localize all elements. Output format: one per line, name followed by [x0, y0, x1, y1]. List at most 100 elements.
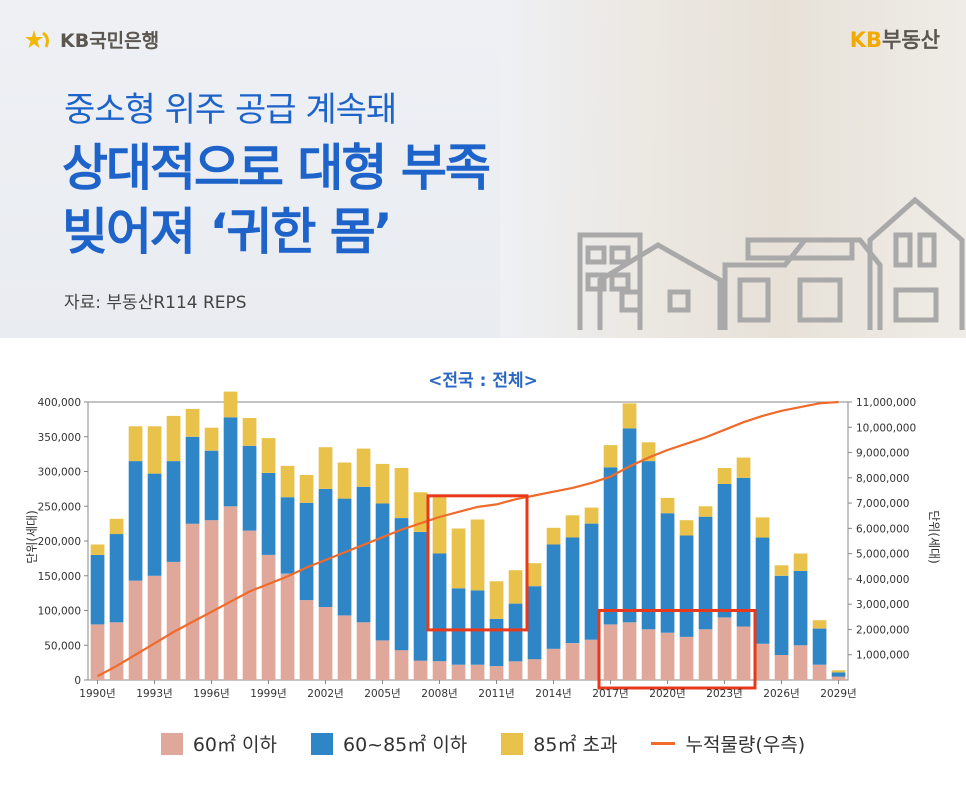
bar-large	[185, 408, 200, 437]
bar-mid	[128, 461, 143, 581]
bar-large	[717, 468, 732, 484]
bar-large	[242, 418, 257, 446]
bar-mid	[793, 570, 808, 646]
x-tick-label: 2005년	[364, 688, 400, 700]
bar-mid	[394, 518, 409, 651]
title-line-1: 상대적으로 대형 부족	[62, 139, 491, 197]
kb-kookmin-bank-logo: KB국민은행	[26, 26, 159, 53]
highlight-box	[426, 494, 529, 632]
x-tick-label: 2008년	[421, 688, 457, 700]
bar-mid	[90, 554, 105, 625]
bar-mid	[527, 586, 542, 660]
y-right-tick-label: 2,000,000	[856, 624, 909, 636]
bar-large	[318, 447, 333, 489]
bar-small	[185, 523, 200, 680]
y-axis-label-left: 단위(세대)	[25, 510, 39, 564]
legend-swatch-cumulative	[651, 742, 676, 745]
supply-chart: 0 50,000 100,000 150,000 200,000 250,000 300,0…	[25, 391, 941, 700]
bar-large	[812, 620, 827, 629]
bar-mid	[413, 532, 428, 661]
legend-label-mid: 60~85㎡ 이하	[343, 734, 468, 756]
bar-mid	[812, 628, 827, 665]
bar-large	[546, 527, 561, 545]
bar-small	[90, 624, 105, 680]
bar-large	[147, 426, 162, 474]
highlight-box	[597, 609, 757, 690]
legend-label-large: 85㎡ 초과	[533, 734, 618, 756]
x-tick-label: 1993년	[136, 688, 172, 700]
bar-mid	[584, 523, 599, 640]
bar-mid	[204, 450, 219, 521]
x-tick-label: 2014년	[535, 688, 571, 700]
axes: 0 50,000 100,000 150,000 200,000 250,000 300,0…	[38, 397, 917, 700]
bar-large	[337, 462, 352, 499]
bar-small	[698, 629, 713, 680]
bar-large	[204, 427, 219, 451]
bar-small	[793, 645, 808, 681]
bar-small	[603, 624, 618, 680]
bar-large	[356, 448, 371, 487]
y-right-tick-label: 1,000,000	[856, 650, 909, 662]
y-tick-label: 300,000	[38, 467, 81, 479]
bar-mid	[147, 473, 162, 576]
bar-small	[356, 622, 371, 680]
x-tick-label: 2029년	[820, 688, 856, 700]
legend-swatch-small	[160, 732, 183, 755]
bar-small	[641, 629, 656, 680]
bar-small	[375, 640, 390, 680]
legend-swatch-large	[501, 732, 524, 755]
bar-small	[128, 580, 143, 680]
legend-label-cumulative: 누적물량(우측)	[685, 734, 806, 756]
legend-item-large: 85㎡ 초과	[501, 730, 617, 757]
bar-mid	[451, 588, 466, 665]
bar-large	[280, 465, 295, 498]
bar-small	[565, 643, 580, 680]
stacked-bars	[90, 391, 846, 681]
bar-mid	[318, 488, 333, 607]
bar-mid	[736, 477, 751, 627]
bar-large	[755, 517, 770, 538]
bar-mid	[622, 428, 637, 623]
bar-large	[90, 544, 105, 555]
bar-small	[489, 666, 504, 680]
bar-small	[109, 622, 124, 680]
bar-mid	[698, 516, 713, 630]
kb-realestate-logo: KB부동산	[850, 24, 940, 54]
y-right-tick-label: 8,000,000	[856, 473, 909, 485]
y-right-tick-label: 9,000,000	[856, 448, 909, 460]
header-banner: KB국민은행 KB부동산 중소형 위주 공급 계속돼 상대적으로 대형 부족 빚…	[0, 0, 966, 338]
bar-large	[527, 563, 542, 587]
bar-small	[166, 561, 181, 680]
source-note: 자료: 부동산R114 REPS	[64, 293, 247, 313]
kb-realestate-kb: KB	[849, 28, 883, 52]
bar-small	[318, 607, 333, 680]
legend-item-mid: 60~85㎡ 이하	[311, 730, 467, 757]
bar-small	[546, 648, 561, 680]
bar-mid	[356, 486, 371, 623]
title-line-2: 빚어져 ‘귀한 몸’	[62, 203, 393, 261]
bar-mid	[489, 618, 504, 667]
legend-swatch-mid	[311, 732, 333, 755]
y-axis-label-right: 단위(세대)	[927, 510, 941, 564]
bar-mid	[280, 497, 295, 574]
x-tick-label: 1999년	[250, 688, 286, 700]
y-right-tick-label: 11,000,000	[856, 397, 916, 409]
bar-large	[166, 415, 181, 462]
bar-mid	[299, 502, 314, 601]
bar-mid	[470, 590, 485, 665]
x-tick-label: 2026년	[763, 688, 799, 700]
x-tick-label: 1990년	[79, 688, 115, 700]
bar-small	[660, 632, 675, 680]
plot-area	[87, 401, 849, 681]
bar-small	[451, 664, 466, 680]
house-outline-illustration	[577, 196, 965, 330]
bar-mid	[337, 498, 352, 616]
x-tick-label: 2017년	[592, 688, 628, 700]
bar-large	[584, 507, 599, 524]
bar-large	[622, 403, 637, 429]
bar-small	[147, 575, 162, 681]
x-tick-label: 1996년	[193, 688, 229, 700]
bar-small	[812, 664, 827, 680]
bar-mid	[375, 503, 390, 641]
bar-large	[394, 468, 409, 518]
